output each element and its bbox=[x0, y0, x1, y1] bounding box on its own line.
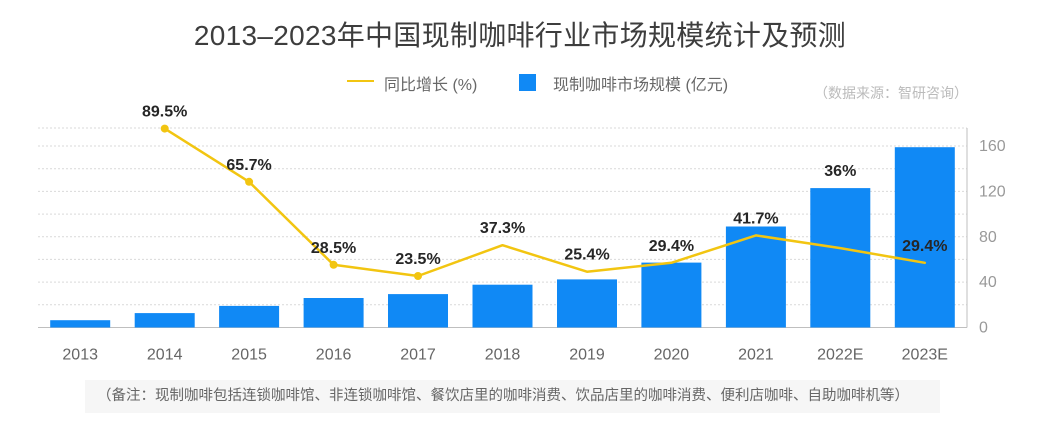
svg-text:2021: 2021 bbox=[738, 347, 774, 364]
svg-text:40: 40 bbox=[979, 274, 997, 291]
svg-text:2018: 2018 bbox=[485, 347, 521, 364]
svg-text:2023E: 2023E bbox=[902, 347, 948, 364]
svg-text:2022E: 2022E bbox=[817, 347, 863, 364]
svg-text:2013: 2013 bbox=[62, 347, 98, 364]
svg-text:37.3%: 37.3% bbox=[480, 220, 525, 237]
svg-text:41.7%: 41.7% bbox=[733, 210, 778, 227]
svg-text:120: 120 bbox=[979, 183, 1006, 200]
svg-text:89.5%: 89.5% bbox=[142, 104, 187, 121]
svg-text:2015: 2015 bbox=[231, 347, 267, 364]
svg-text:29.4%: 29.4% bbox=[902, 238, 947, 255]
svg-text:36%: 36% bbox=[824, 163, 856, 180]
svg-text:2019: 2019 bbox=[569, 347, 605, 364]
svg-text:2014: 2014 bbox=[147, 347, 183, 364]
svg-text:65.7%: 65.7% bbox=[226, 157, 271, 174]
svg-text:2020: 2020 bbox=[654, 347, 690, 364]
svg-text:25.4%: 25.4% bbox=[564, 247, 609, 264]
svg-text:2017: 2017 bbox=[400, 347, 436, 364]
svg-text:29.4%: 29.4% bbox=[649, 238, 694, 255]
svg-text:80: 80 bbox=[979, 229, 997, 246]
svg-text:2016: 2016 bbox=[316, 347, 352, 364]
svg-text:0: 0 bbox=[979, 320, 988, 337]
svg-text:160: 160 bbox=[979, 138, 1006, 155]
svg-text:23.5%: 23.5% bbox=[395, 251, 440, 268]
svg-text:28.5%: 28.5% bbox=[311, 240, 356, 257]
